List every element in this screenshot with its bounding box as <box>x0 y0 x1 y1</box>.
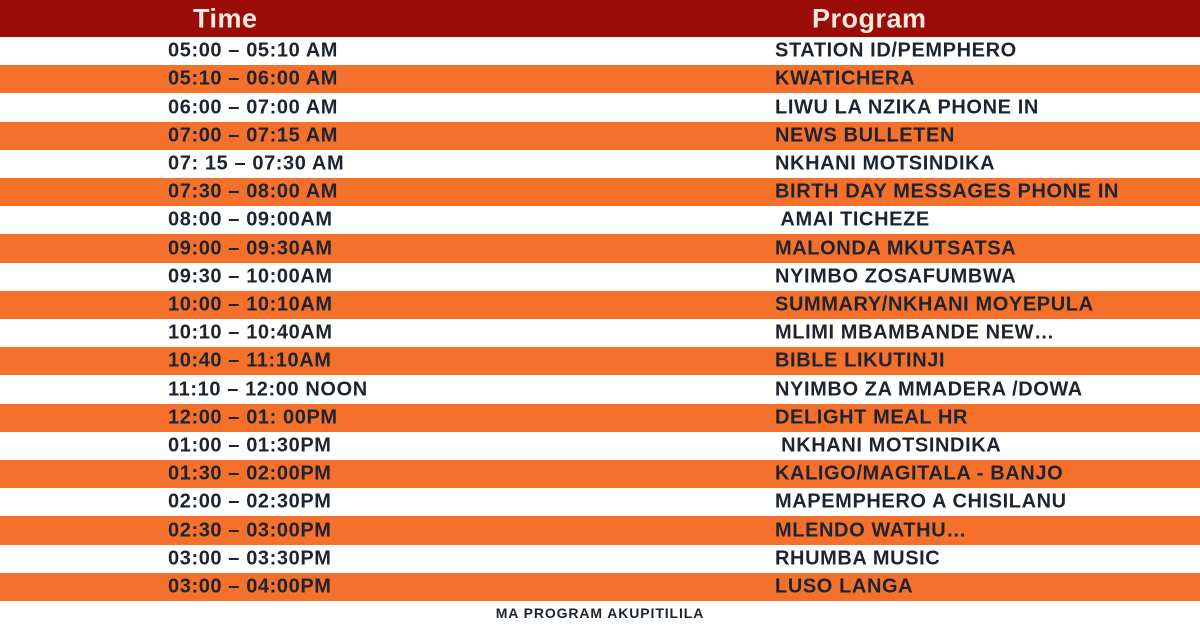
table-row: 02:30 – 03:00PM MLENDO WATHU… <box>0 516 1200 545</box>
time-cell: 05:10 – 06:00 AM <box>168 67 339 90</box>
time-cell: 09:30 – 10:00AM <box>168 265 333 288</box>
time-cell: 08:00 – 09:00AM <box>168 208 333 231</box>
table-row: 10:10 – 10:40AM MLIMI MBAMBANDE NEW… <box>0 319 1200 348</box>
table-row: 06:00 – 07:00 AM LIWU LA NZIKA PHONE IN <box>0 93 1200 122</box>
program-cell: MLENDO WATHU… <box>775 519 967 542</box>
time-cell: 11:10 – 12:00 NOON <box>168 378 368 401</box>
table-row: 10:40 – 11:10AM BIBLE LIKUTINJI <box>0 347 1200 376</box>
schedule-rows: 05:00 – 05:10 AM STATION ID/PEMPHERO 05:… <box>0 37 1200 602</box>
program-cell: NKHANI MOTSINDIKA <box>775 152 996 175</box>
table-row: 09:30 – 10:00AM NYIMBO ZOSAFUMBWA <box>0 262 1200 291</box>
table-row: 12:00 – 01: 00PM DELIGHT MEAL HR <box>0 403 1200 432</box>
program-cell: KWATICHERA <box>775 67 916 90</box>
program-cell: STATION ID/PEMPHERO <box>775 39 1017 62</box>
program-cell: LIWU LA NZIKA PHONE IN <box>775 96 1039 118</box>
program-cell: DELIGHT MEAL HR <box>775 406 969 429</box>
time-cell: 10:40 – 11:10AM <box>168 349 332 372</box>
program-cell: NKHANI MOTSINDIKA <box>775 434 1002 457</box>
program-cell: RHUMBA MUSIC <box>775 547 941 570</box>
time-cell: 05:00 – 05:10 AM <box>168 39 339 62</box>
table-row: 08:00 – 09:00AM AMAI TICHEZE <box>0 206 1200 235</box>
time-cell: 10:00 – 10:10AM <box>168 293 333 316</box>
time-cell: 01:00 – 01:30PM <box>168 434 332 457</box>
program-cell: BIRTH DAY MESSAGES PHONE IN <box>775 180 1120 203</box>
table-row: 05:00 – 05:10 AM STATION ID/PEMPHERO <box>0 37 1200 66</box>
program-cell: KALIGO/MAGITALA - BANJO <box>775 462 1064 485</box>
program-cell: MALONDA MKUTSATSA <box>775 237 1017 260</box>
footer-note: MA PROGRAM AKUPITILILA <box>0 601 1200 625</box>
time-cell: 10:10 – 10:40AM <box>168 321 333 344</box>
program-cell: NYIMBO ZA MMADERA /DOWA <box>775 378 1083 401</box>
footer-note-text: MA PROGRAM AKUPITILILA <box>495 605 705 621</box>
time-cell: 06:00 – 07:00 AM <box>168 96 339 118</box>
time-cell: 02:30 – 03:00PM <box>168 519 332 542</box>
time-cell: 02:00 – 02:30PM <box>168 490 332 513</box>
program-cell: AMAI TICHEZE <box>775 208 930 231</box>
table-row: 01:00 – 01:30PM NKHANI MOTSINDIKA <box>0 431 1200 461</box>
time-cell: 07:30 – 08:00 AM <box>168 180 339 203</box>
time-column-header: Time <box>193 3 258 33</box>
table-row: 07:00 – 07:15 AM NEWS BULLETEN <box>0 121 1200 150</box>
time-cell: 07: 15 – 07:30 AM <box>168 152 345 175</box>
table-row: 07: 15 – 07:30 AM NKHANI MOTSINDIKA <box>0 149 1200 179</box>
time-cell: 09:00 – 09:30AM <box>168 237 333 260</box>
table-row: 10:00 – 10:10AM SUMMARY/NKHANI MOYEPULA <box>0 290 1200 320</box>
program-cell: SUMMARY/NKHANI MOYEPULA <box>775 293 1094 316</box>
table-row: 02:00 – 02:30PM MAPEMPHERO A CHISILANU <box>0 488 1200 517</box>
table-header: Time Program <box>0 0 1200 37</box>
time-cell: 03:00 – 03:30PM <box>168 547 332 570</box>
program-cell: NYIMBO ZOSAFUMBWA <box>775 265 1017 288</box>
table-row: 09:00 – 09:30AM MALONDA MKUTSATSA <box>0 234 1200 263</box>
program-cell: BIBLE LIKUTINJI <box>775 349 946 372</box>
table-row: 03:00 – 04:00PM LUSO LANGA <box>0 572 1200 602</box>
table-row: 03:00 – 03:30PM RHUMBA MUSIC <box>0 544 1200 573</box>
time-cell: 03:00 – 04:00PM <box>168 575 332 598</box>
time-cell: 12:00 – 01: 00PM <box>168 406 338 429</box>
time-cell: 01:30 – 02:00PM <box>168 462 332 485</box>
table-row: 07:30 – 08:00 AM BIRTH DAY MESSAGES PHON… <box>0 178 1200 207</box>
time-cell: 07:00 – 07:15 AM <box>168 124 339 147</box>
program-cell: MLIMI MBAMBANDE NEW… <box>775 321 1055 344</box>
table-row: 01:30 – 02:00PM KALIGO/MAGITALA - BANJO <box>0 460 1200 489</box>
program-column-header: Program <box>812 3 927 33</box>
program-cell: MAPEMPHERO A CHISILANU <box>775 490 1067 513</box>
table-row: 11:10 – 12:00 NOON NYIMBO ZA MMADERA /DO… <box>0 375 1200 404</box>
table-row: 05:10 – 06:00 AM KWATICHERA <box>0 65 1200 94</box>
program-cell: LUSO LANGA <box>775 575 914 598</box>
program-cell: NEWS BULLETEN <box>775 124 956 147</box>
